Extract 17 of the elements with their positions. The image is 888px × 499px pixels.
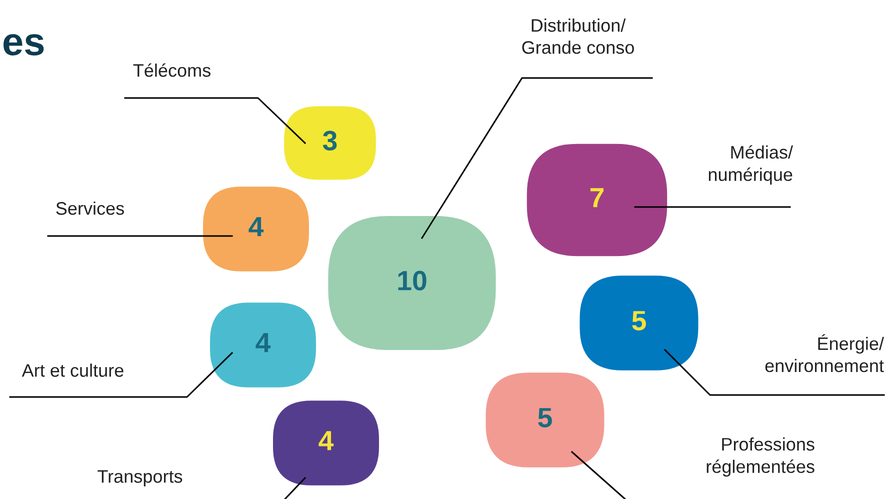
category-label: Médias/ numérique [708,145,794,185]
data-label: 5 [632,311,646,330]
category-label: Services [56,202,124,215]
data-label: 10 [398,270,426,290]
data-label: 4 [256,333,271,352]
data-label: 7 [590,188,604,208]
category-label: Télécoms [133,63,210,77]
category-label: Distribution/ Grande conso [522,18,634,54]
category-label: Art et culture [22,364,124,377]
data-label: 4 [248,217,264,236]
category-label: Énergie/ environnement [765,334,884,372]
category-label: Transports [98,470,182,486]
data-label: 5 [538,408,552,428]
category-label: Professions réglementées [706,437,814,477]
data-label: 3 [322,130,337,150]
data-label: 4 [318,431,334,450]
text: es [4,34,44,56]
